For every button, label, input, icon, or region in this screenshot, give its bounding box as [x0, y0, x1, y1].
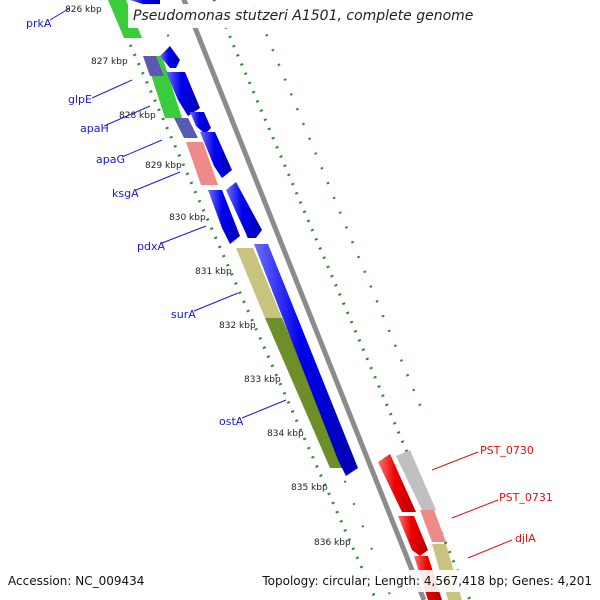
gene-label-prkA[interactable]: prkA — [26, 17, 52, 30]
map-title: Pseudomonas stutzeri A1501, complete gen… — [128, 4, 479, 28]
leader-line-apaG — [121, 139, 163, 158]
ruler-label: 828 kbp — [119, 111, 156, 121]
cds-arrow-6 — [226, 182, 262, 238]
ruler-label: 836 kbp — [314, 538, 351, 548]
topology-text: Topology: circular; Length: 4,567,418 bp… — [258, 570, 596, 592]
gene-label-glpE[interactable]: glpE — [68, 93, 92, 106]
gene-label-PST_0731[interactable]: PST_0731 — [499, 491, 553, 504]
leader-line-prkA — [49, 7, 71, 21]
cds-arrow-7 — [254, 244, 358, 476]
ruler-label: 835 kbp — [291, 483, 328, 493]
cog-bar-PST_0731 — [420, 510, 446, 542]
cds-arrow-1 — [160, 46, 180, 68]
accession-text: Accession: NC_009434 — [4, 570, 149, 592]
ruler-label: 832 kbp — [219, 321, 256, 331]
leader-line-pdxA — [161, 225, 207, 244]
inner-tick-ring — [212, 0, 472, 600]
ruler-label: 829 kbp — [145, 161, 182, 171]
ruler-label: 833 kbp — [244, 375, 281, 385]
forward-cog-track — [108, 0, 347, 468]
cog-bar-apaH-a — [143, 56, 164, 76]
forward-cds-track — [130, 0, 358, 476]
cds-arrow-4 — [200, 132, 232, 178]
gene-label-apaH[interactable]: apaH — [80, 122, 109, 135]
genome-backbone — [181, 0, 427, 600]
inner-tick-ring-2 — [250, 0, 424, 411]
leader-line-glpE — [91, 79, 133, 99]
gene-label-surA[interactable]: surA — [171, 308, 196, 321]
leader-line-PST_0730 — [431, 451, 479, 471]
ruler-label: 826 kbp — [65, 5, 102, 15]
ruler-label: 830 kbp — [169, 213, 206, 223]
cog-bar-ostA — [265, 318, 347, 468]
leader-line-djlA — [467, 539, 513, 559]
cds-arrow-2 — [166, 72, 200, 116]
gene-label-apaG[interactable]: apaG — [96, 153, 125, 166]
ruler-labels: 826 kbp 827 kbp 828 kbp 829 kbp 830 kbp … — [65, 5, 351, 548]
gene-label-djlA[interactable]: djlA — [515, 532, 536, 545]
ruler-label: 834 kbp — [267, 429, 304, 439]
gene-label-ksgA[interactable]: ksgA — [112, 187, 139, 200]
forward-gene-labels: prkA glpE apaH apaG ksgA pdxA surA ostA — [26, 7, 287, 428]
cds-arrow-prkA — [130, 0, 160, 5]
leader-line-ksgA — [135, 171, 181, 191]
cog-bar-surA — [236, 248, 282, 318]
ruler-label: 831 kbp — [195, 267, 232, 277]
leader-line-PST_0731 — [451, 499, 499, 519]
cds-arrow-PST_0730 — [378, 454, 416, 512]
cog-bar-prkA — [108, 0, 142, 38]
ruler-label: 827 kbp — [91, 57, 128, 67]
leader-line-surA — [193, 292, 239, 312]
leader-line-ostA — [241, 399, 287, 419]
cog-bar-apaH — [174, 118, 198, 138]
cog-bar-PST_0730 — [396, 450, 436, 510]
leader-line-apaH — [103, 105, 151, 127]
cds-arrow-PST_0731 — [398, 516, 428, 556]
cds-arrow-5 — [208, 190, 240, 244]
gene-label-ostA[interactable]: ostA — [219, 415, 244, 428]
outer-tick-ring — [108, 0, 378, 600]
gene-label-PST_0730[interactable]: PST_0730 — [480, 444, 534, 457]
reverse-gene-labels: PST_0730 PST_0731 djlA — [431, 444, 553, 559]
gene-label-pdxA[interactable]: pdxA — [137, 240, 165, 253]
cds-arrow-3 — [190, 112, 211, 134]
cog-bar-apaG — [186, 142, 218, 185]
